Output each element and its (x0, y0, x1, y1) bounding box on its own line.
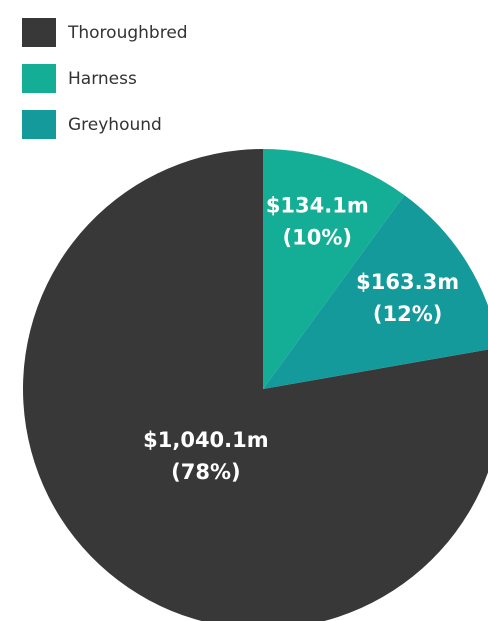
legend-label: Harness (68, 69, 137, 89)
legend-label: Greyhound (68, 115, 162, 135)
percent-label: (12%) (373, 302, 442, 326)
pie-slice (263, 195, 488, 389)
percent-label: (10%) (283, 225, 352, 249)
legend-swatch (22, 18, 56, 47)
legend-swatch (22, 64, 56, 93)
legend-swatch (22, 110, 56, 139)
value-label: $1,040.1m (143, 428, 269, 452)
legend-label: Thoroughbred (67, 23, 188, 43)
value-label: $163.3m (356, 270, 459, 294)
pie-slice (263, 149, 405, 389)
pie-slice (23, 149, 488, 621)
value-label: $134.1m (266, 193, 369, 217)
percent-label: (78%) (171, 460, 240, 484)
